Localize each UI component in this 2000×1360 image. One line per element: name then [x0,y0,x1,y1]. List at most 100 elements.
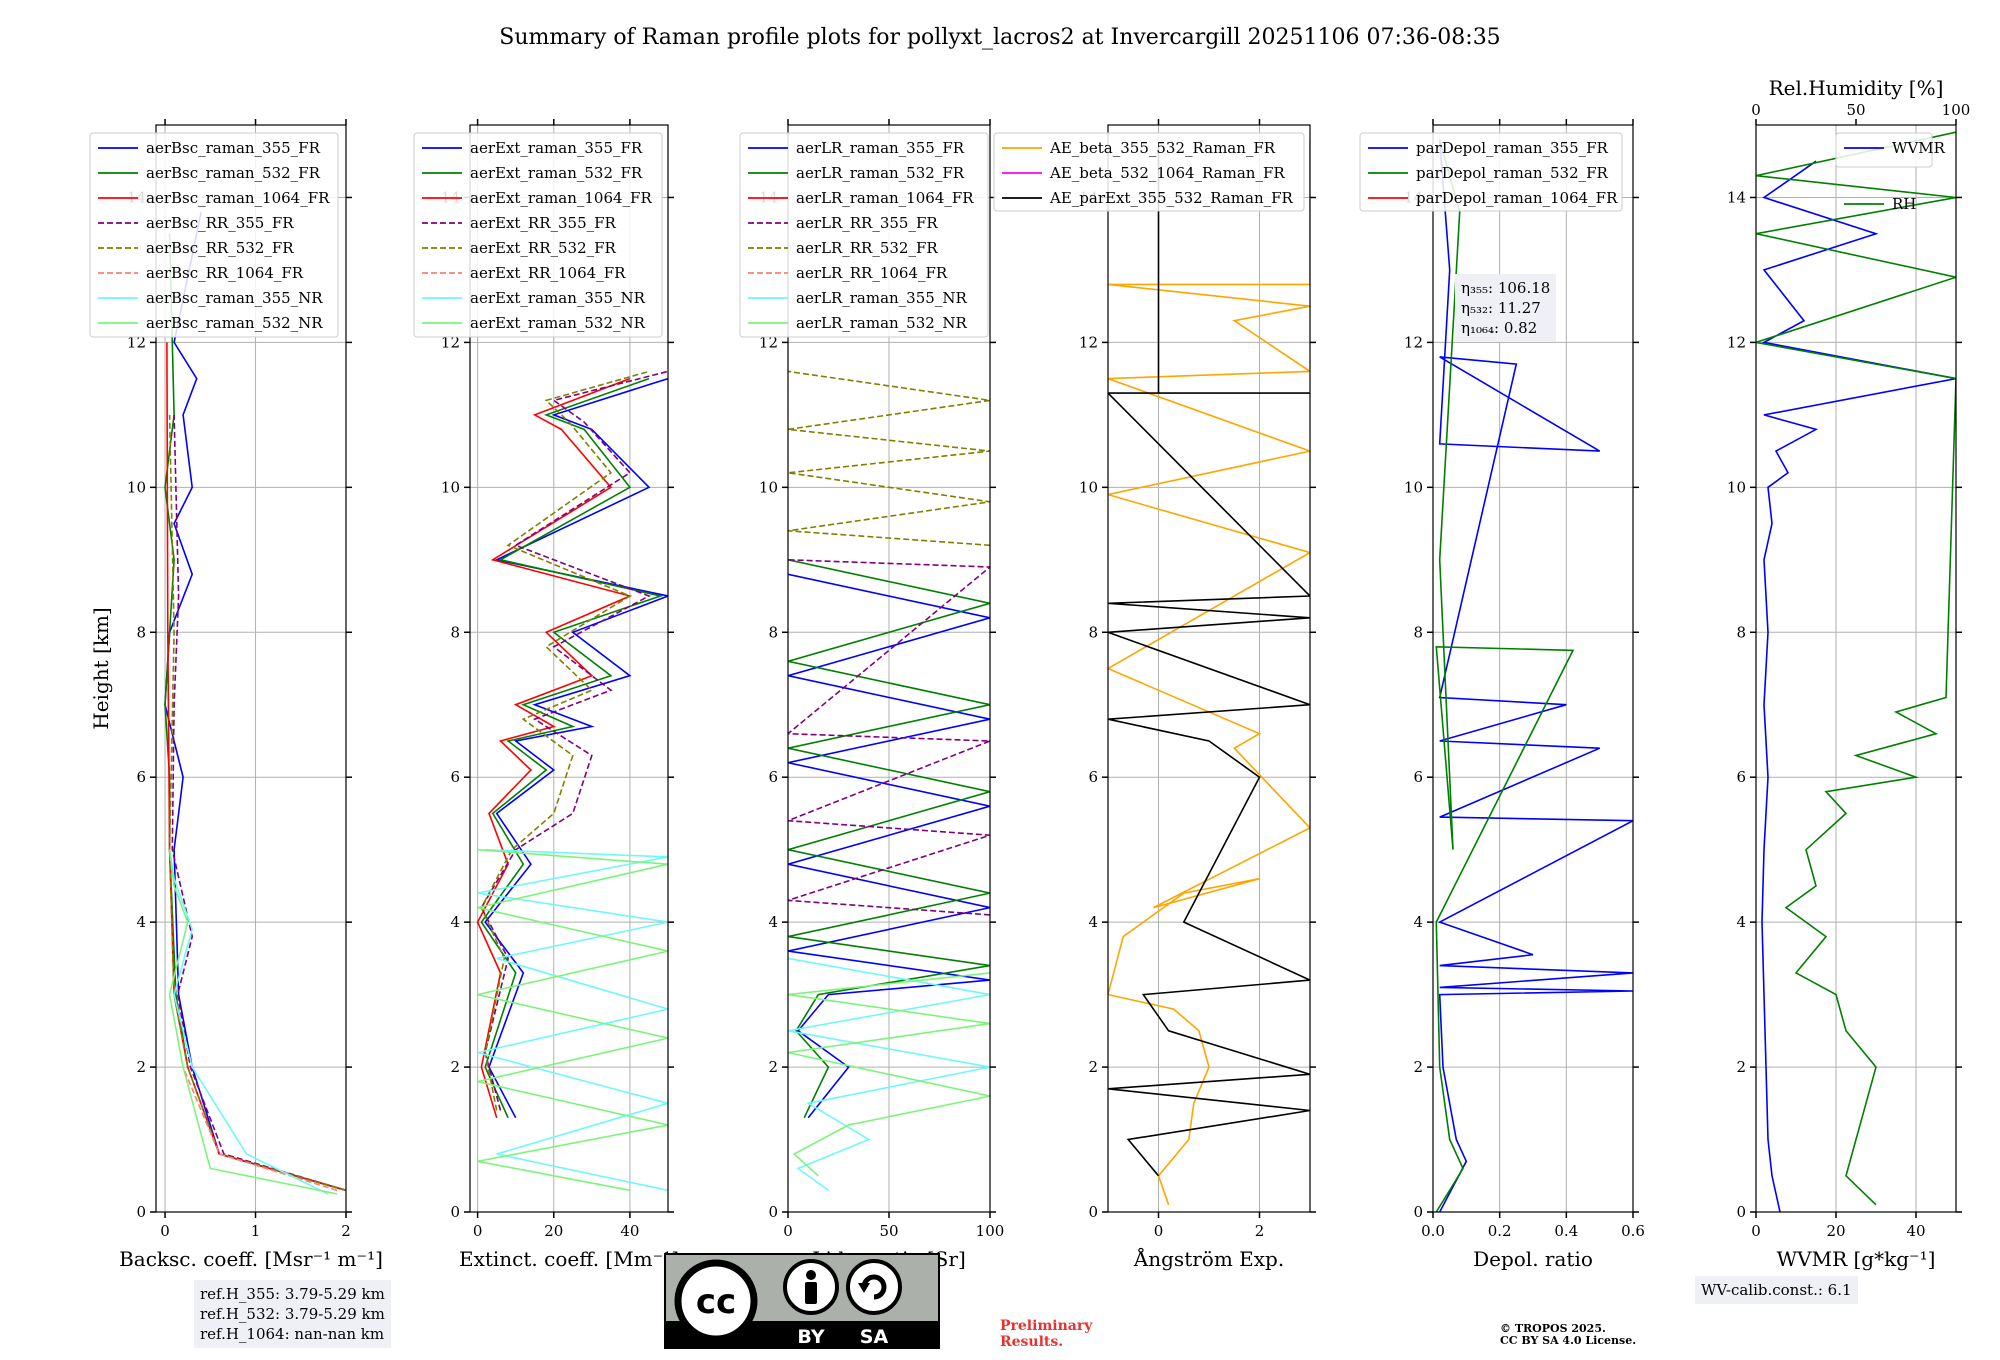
series-line-parDepol_raman_532_FR [1435,139,1575,1212]
x-tick-label: 0 [1751,1222,1761,1240]
x-tick-label: 0 [473,1222,483,1240]
x-axis-label: Ångström Exp. [1133,1246,1284,1271]
y-tick-label: 8 [1413,623,1423,641]
x-tick-label: 40 [1906,1222,1925,1240]
series-line-aerExt_raman_532_FR [480,377,664,1119]
top-tick-label: 0 [1751,101,1761,119]
cc-license-logo: cc BY SA [664,1253,940,1349]
y-tick-label: 4 [1413,913,1423,931]
x-axis-label: Extinct. coeff. [Mm⁻¹] [459,1247,679,1271]
legend-label: aerBsc_raman_355_FR [146,139,321,157]
series-line-aerBsc_raman_355_NR [168,849,329,1195]
y-tick-label: 2 [1413,1058,1423,1076]
y-tick-label: 0 [1088,1203,1098,1221]
copyright-line-1: © TROPOS 2025. [1500,1322,1606,1335]
series-line-AE_parExt_355_532_Raman_FR [1108,146,1310,1177]
legend: parDepol_raman_355_FR parDepol_raman_532_… [1359,132,1623,212]
panel-backscatter: 02468101214012Backsc. coeff. [Msr⁻¹ m⁻¹]… [89,119,383,1271]
axes-frame [1755,124,1957,1213]
legend-label: aerBsc_raman_532_FR [146,164,321,182]
x-tick-label: 100 [976,1222,1005,1240]
series-group [476,370,668,1192]
legend: WVMR RH [1835,132,1946,213]
series-line-aerBsc_raman_1064_FR [166,342,346,1192]
top-tick-label: 100 [1942,101,1971,119]
y-tick-label: 2 [1088,1058,1098,1076]
y-tick-label: 8 [1736,623,1746,641]
series-line-aerExt_RR_355_FR [480,370,668,1111]
cc-by-label: BY [797,1326,824,1348]
x-tick-label: 0 [160,1222,170,1240]
x-tick-label: 0.2 [1488,1222,1512,1240]
legend-frame [413,132,663,338]
y-tick-label: 6 [1088,768,1098,786]
y-tick-label: 0 [1736,1203,1746,1221]
y-tick-label: 6 [450,768,460,786]
y-tick-label: 6 [1413,768,1423,786]
x-axis-label: WVMR [g*kg⁻¹] [1777,1247,1936,1271]
by-person-body [805,1282,817,1304]
legend-label: aerLR_raman_1064_FR [796,189,974,207]
by-person-head [806,1270,816,1280]
legend: aerLR_raman_355_FR aerLR_raman_532_FR aerL… [739,132,989,338]
y-tick-label: 12 [1404,333,1423,351]
series-line-aerBsc_raman_532_NR [168,849,338,1195]
eta-1064: η₁₀₆₄: 0.82 [1461,319,1538,337]
series-line-aerExt_raman_355_NR [477,848,668,1192]
legend-label: aerBsc_RR_1064_FR [146,264,304,282]
series-line-aerLR_RR_355_FR [788,559,990,916]
legend: aerExt_raman_355_FR aerExt_raman_532_FRae… [413,132,663,338]
cc-circle-icon [674,1259,758,1343]
series-line-aerLR_RR_532_FR [788,370,990,547]
legend-label: aerBsc_RR_532_FR [146,239,294,257]
axes-frame [155,124,347,1213]
y-tick-label: 0 [450,1203,460,1221]
reference-height-box: ref.H_355: 3.79-5.29 km ref.H_532: 3.79-… [194,1280,391,1348]
legend-label: parDepol_raman_532_FR [1416,164,1609,182]
legend-label: RH [1892,195,1916,213]
series-group [1756,131,1956,1212]
y-tick-label: 0 [1413,1203,1423,1221]
series-line-aerExt_raman_532_NR [477,848,668,1192]
x-tick-label: 2 [1255,1222,1265,1240]
legend-label: WVMR [1892,139,1946,157]
legend-label: aerExt_raman_532_FR [470,164,643,182]
axes-frame [1432,124,1634,1213]
legend-label: aerLR_raman_355_FR [796,139,965,157]
legend-label: aerLR_RR_532_FR [796,239,938,257]
legend-label: aerLR_RR_355_FR [796,214,938,232]
y-tick-label: 6 [136,768,146,786]
series-group [1435,139,1633,1212]
y-tick-label: 8 [450,623,460,641]
legend-label: aerBsc_raman_1064_FR [146,189,330,207]
legend-label: aerBsc_raman_532_NR [146,314,323,332]
y-tick-label: 10 [127,478,146,496]
legend-label: aerLR_raman_532_FR [796,164,965,182]
eta-532: η₅₃₂: 11.27 [1461,299,1541,317]
preliminary-line-2: Results. [1000,1334,1064,1350]
y-tick-label: 6 [1736,768,1746,786]
y-tick-label: 6 [768,768,778,786]
preliminary-notice: Preliminary Results. [1000,1318,1092,1350]
legend-label: aerLR_RR_1064_FR [796,264,948,282]
series-line-aerLR_raman_355_NR [788,957,990,1191]
series-line-aerExt_RR_532_FR [480,370,650,1111]
legend-frame [993,132,1305,212]
sa-share-arrow [858,1283,870,1293]
cc-letters: cc [696,1282,736,1322]
y-tick-label: 10 [1404,478,1423,496]
y-tick-label: 0 [136,1203,146,1221]
series-line-aerLR_raman_355_FR [788,573,990,1119]
panels: 02468101214012Backsc. coeff. [Msr⁻¹ m⁻¹]… [89,76,1970,1271]
legend-frame [1359,132,1623,212]
y-tick-label: 0 [768,1203,778,1221]
legend-label: aerExt_RR_532_FR [470,239,617,257]
y-tick-label: 2 [1736,1058,1746,1076]
legend-label: aerLR_raman_532_NR [796,314,967,332]
eta-calibration-box: η₃₅₅: 106.18 η₅₃₂: 11.27 η₁₀₆₄: 0.82 [1455,274,1557,342]
y-tick-label: 12 [1727,333,1746,351]
preliminary-line-1: Preliminary [1000,1318,1093,1334]
legend-label: aerLR_raman_355_NR [796,289,967,307]
series-line-WVMR [1761,160,1956,1212]
